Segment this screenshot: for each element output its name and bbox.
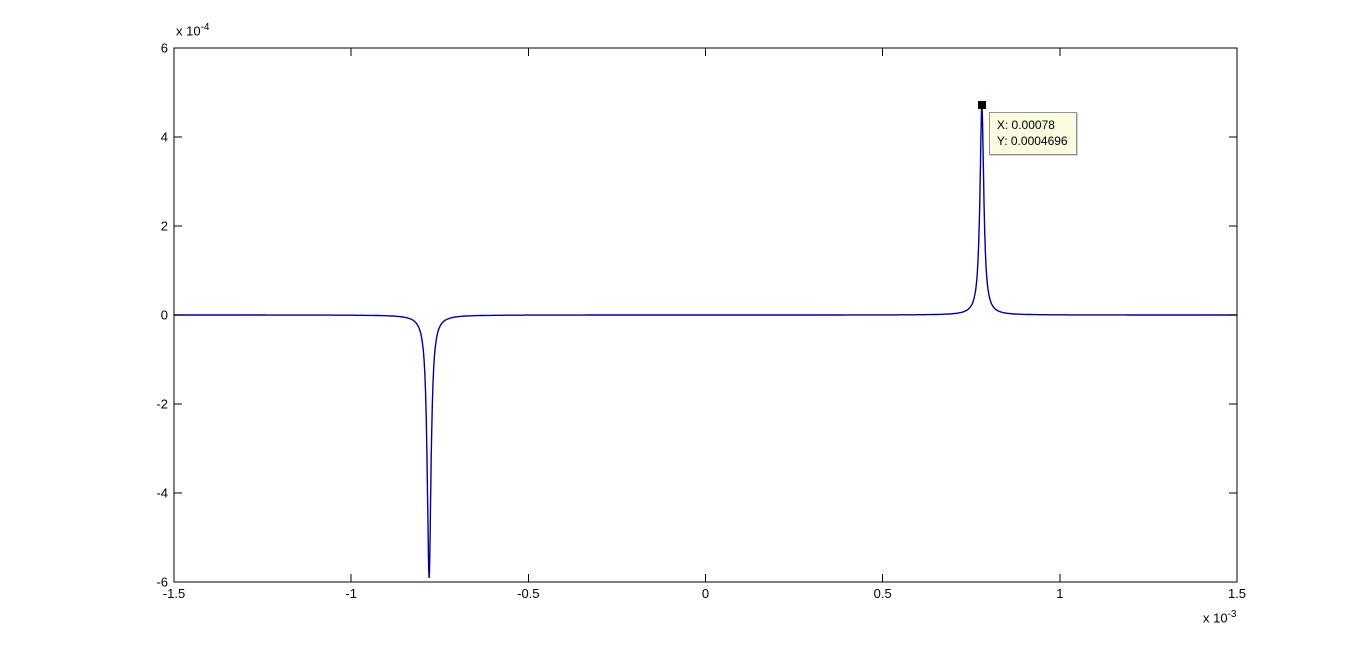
datatip-tooltip[interactable]: X: 0.00078 Y: 0.0004696	[988, 112, 1077, 156]
y-axis-exponent-label: x 10-4	[176, 22, 210, 39]
y-tick-label: 0	[161, 308, 168, 323]
y-tick-label: 4	[161, 130, 168, 145]
datatip-marker-square[interactable]	[977, 101, 986, 110]
x-tick-label: 0.5	[874, 586, 892, 601]
signal-line[interactable]	[174, 105, 1237, 579]
x-tick-label: -1	[345, 586, 357, 601]
y-tick-label: 6	[161, 41, 168, 56]
datatip-x-value: X: 0.00078	[996, 118, 1055, 133]
x-tick-label: -1.5	[163, 586, 185, 601]
y-tick-label: 2	[161, 219, 168, 234]
x-axis-exponent-label: x 10-3	[1203, 609, 1237, 626]
datatip-y-value: Y: 0.0004696	[996, 134, 1068, 149]
x-tick-label: 0	[702, 586, 709, 601]
x-tick-label: 1	[1056, 586, 1063, 601]
x-tick-label: -0.5	[517, 586, 539, 601]
y-tick-label: -6	[156, 575, 168, 590]
y-tick-label: -2	[156, 397, 168, 412]
x-tick-label: 1.5	[1228, 586, 1246, 601]
y-tick-label: -4	[156, 486, 168, 501]
